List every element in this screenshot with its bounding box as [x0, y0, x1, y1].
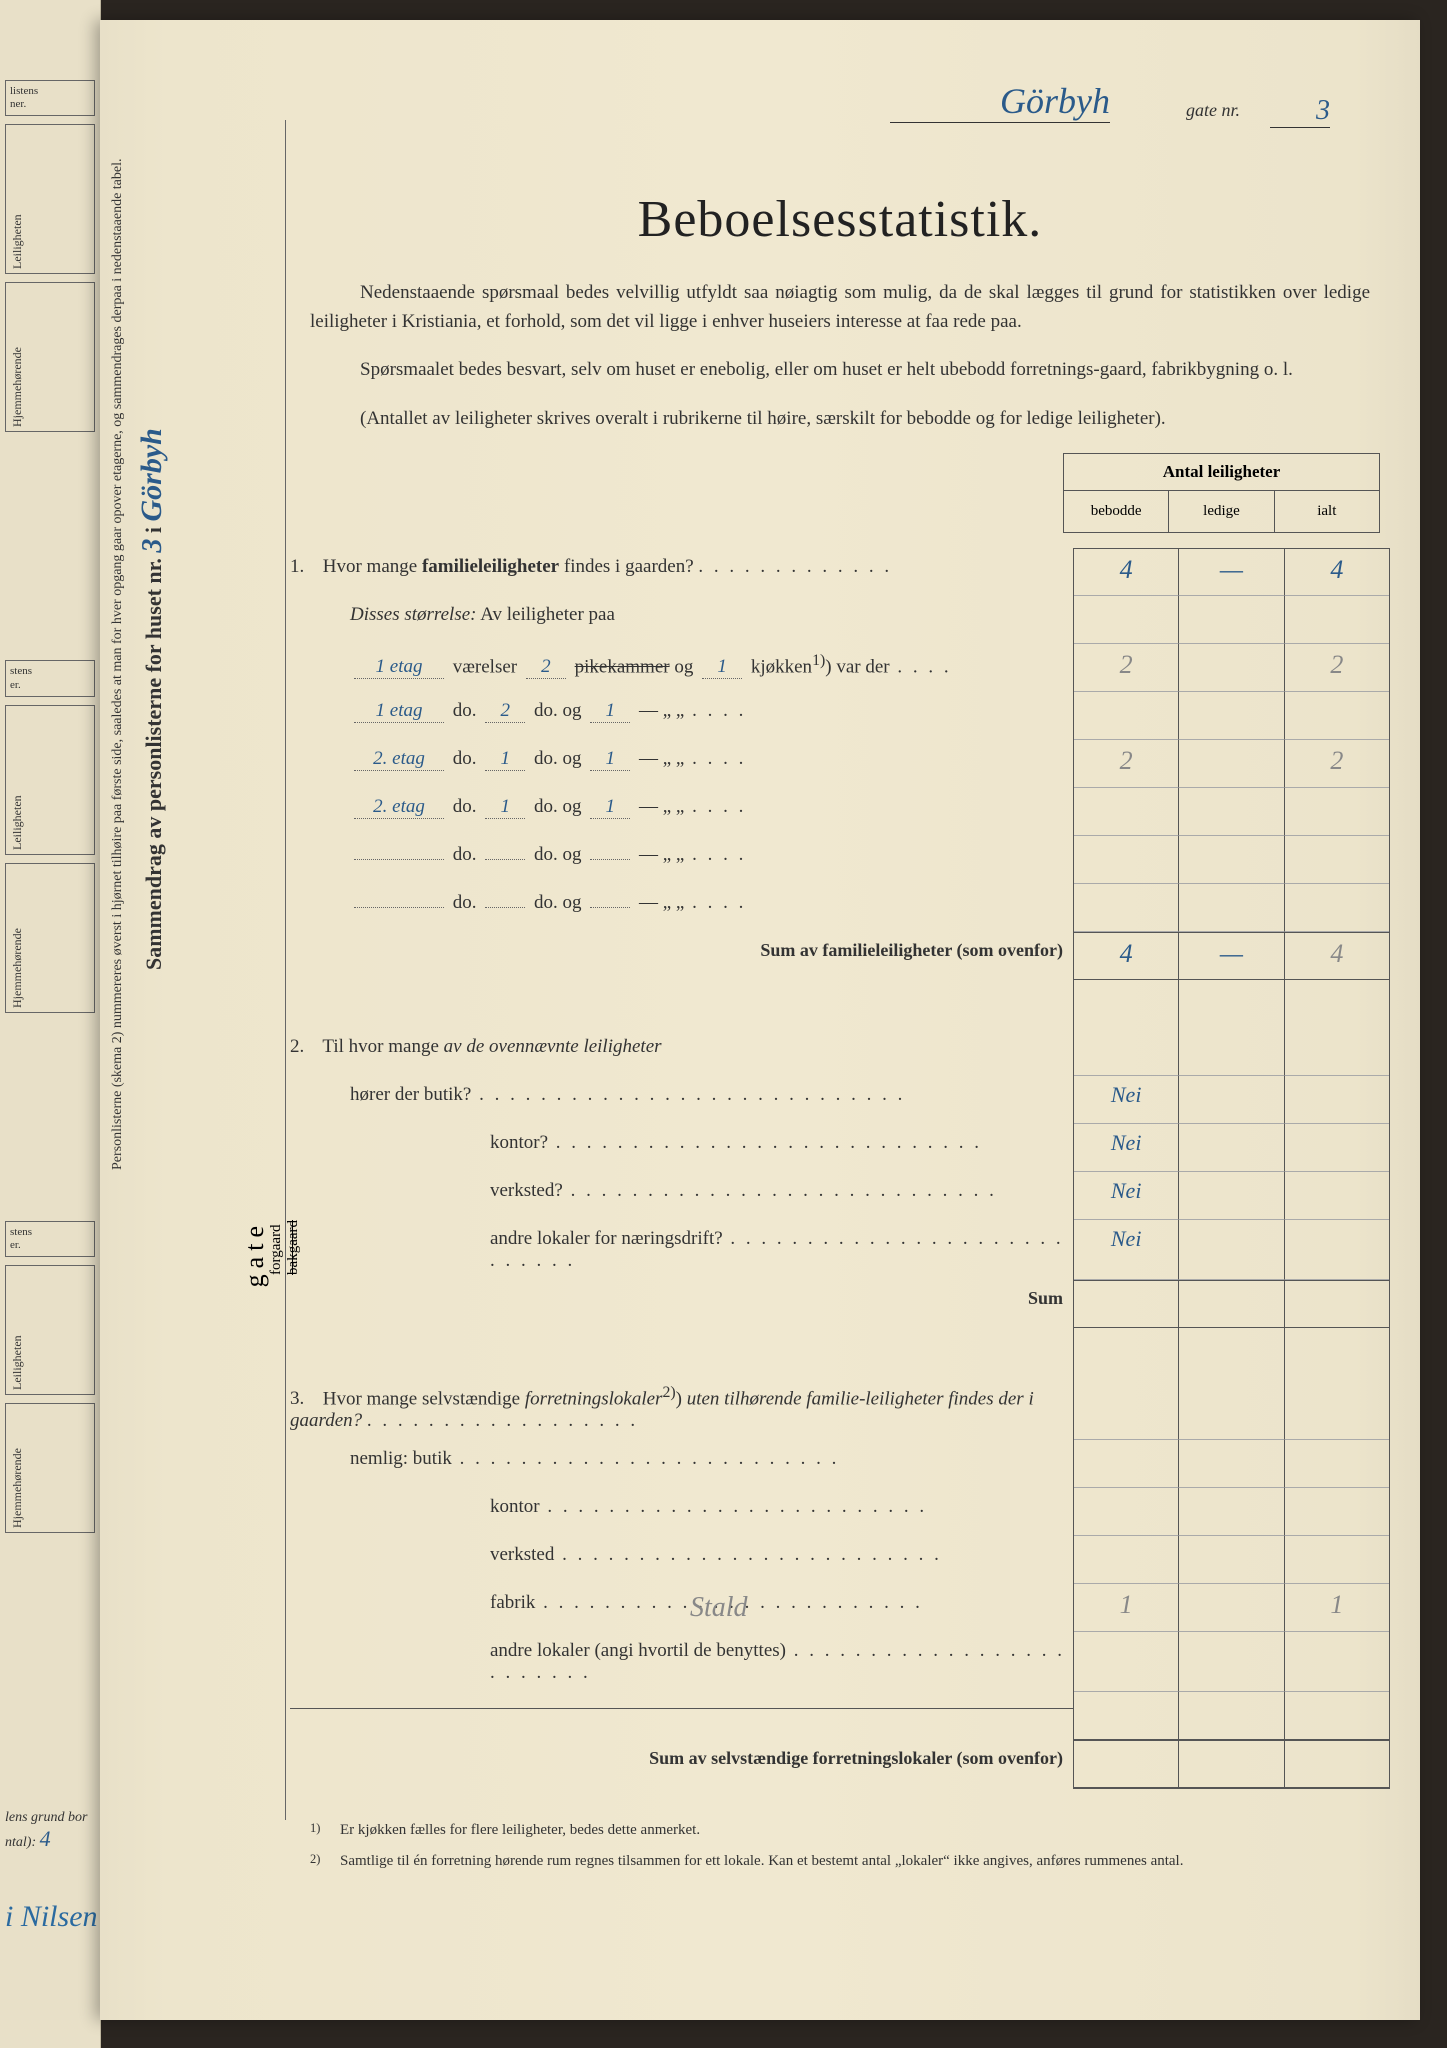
column-header: Antal leiligheter bebodde ledige ialt	[1063, 453, 1380, 533]
tab-9: Hjemmehørende	[5, 1403, 95, 1533]
vertical-instruction: Personlisterne (skema 2) nummereres øver…	[110, 70, 130, 1170]
left-page-edge: listens ner. Leiligheten Hjemmehørende s…	[0, 0, 101, 2048]
q2-sum: Sum	[290, 1280, 1390, 1328]
q1-sum-b: 4	[1074, 932, 1179, 980]
q1-ialt: 4	[1285, 548, 1389, 596]
tab-2: Leiligheten	[5, 124, 95, 274]
vertical-title: Sammendrag av personlisterne for huset n…	[135, 70, 169, 970]
tab-6: Hjemmehørende	[5, 863, 95, 1013]
tab-3: Hjemmehørende	[5, 282, 95, 432]
bottom-left-note: lens grund bor ntal): 4	[5, 1810, 95, 1852]
q1-detail-row: do. do. og — „ „ . . . .	[290, 836, 1390, 884]
col-bebodde: bebodde	[1064, 491, 1169, 532]
intro-p1: Nedenstaaende spørsmaal bedes velvillig …	[310, 279, 1370, 336]
signature: i Nilsen	[5, 1900, 98, 1934]
intro-p3: (Antallet av leiligheter skrives overalt…	[310, 405, 1370, 434]
tab-7: stens er.	[5, 1221, 95, 1257]
q1-detail-row: do. do. og — „ „ . . . .	[290, 884, 1390, 932]
tab-5: Leiligheten	[5, 705, 95, 855]
q1-detail-row: 2. etag do. 1 do. og 1 — „ „ . . . .	[290, 788, 1390, 836]
main-content: Görbyh gate nr. 3 Beboelsesstatistik. Ne…	[290, 80, 1390, 1906]
left-margin-tabs: listens ner. Leiligheten Hjemmehørende s…	[5, 80, 95, 1541]
q1-sub: Disses størrelse: Av leiligheter paa	[290, 596, 1390, 644]
q3-detail-row: fabrikStald . . . . . . . . . . . . . . …	[290, 1584, 1390, 1632]
col-head-title: Antal leiligheter	[1064, 454, 1379, 491]
tab-4: stens er.	[5, 660, 95, 696]
q1-sum-l: —	[1179, 932, 1284, 980]
q1-ledige: —	[1179, 548, 1284, 596]
document-page: Sammendrag av personlisterne for huset n…	[100, 20, 1420, 2020]
vertical-rule	[285, 120, 286, 1820]
street-name-hw: Görbyh	[890, 80, 1110, 123]
q1-detail-row: 1 etag do. 2 do. og 1 — „ „ . . . .	[290, 692, 1390, 740]
q1-detail-row: 2. etag do. 1 do. og 1 — „ „ . . . .22	[290, 740, 1390, 788]
q2-detail-row: verksted? . . . . . . . . . . . . . . . …	[290, 1172, 1390, 1220]
q2-row: 2. Til hvor mange av de ovennævnte leili…	[290, 1028, 1390, 1076]
q2-detail-row: kontor? . . . . . . . . . . . . . . . . …	[290, 1124, 1390, 1172]
q3-row: 3. Hvor mange selvstændige forretningslo…	[290, 1376, 1390, 1440]
footnotes: 1)Er kjøkken fælles for flere leilighete…	[310, 1819, 1370, 1876]
q1-row: 1. Hvor mange familieleiligheter findes …	[290, 548, 1390, 596]
header-line: Görbyh gate nr. 3	[290, 80, 1390, 130]
q2-detail-row: andre lokaler for næringsdrift? . . . . …	[290, 1220, 1390, 1280]
tab-8: Leiligheten	[5, 1265, 95, 1395]
q1-sum-i: 4	[1285, 932, 1389, 980]
q3-detail-row: andre lokaler (angi hvortil de benyttes)…	[290, 1632, 1390, 1692]
intro-p2: Spørsmaalet bedes besvart, selv om huset…	[310, 356, 1370, 385]
gate-label: gate nr.	[1186, 100, 1240, 121]
q2-detail-row: hører der butik? . . . . . . . . . . . .…	[290, 1076, 1390, 1124]
gate-vertical: gate	[240, 1220, 270, 1287]
tab-1: listens ner.	[5, 80, 95, 116]
table-area: Antal leiligheter bebodde ledige ialt 1.…	[290, 453, 1390, 1789]
col-ialt: ialt	[1275, 491, 1379, 532]
q3-detail-row: kontor . . . . . . . . . . . . . . . . .…	[290, 1488, 1390, 1536]
page-title: Beboelsesstatistik.	[290, 190, 1390, 249]
q3-sum: Sum av selvstændige forretningslokaler (…	[290, 1740, 1390, 1789]
q3-detail-row: nemlig: butik . . . . . . . . . . . . . …	[290, 1440, 1390, 1488]
q1-sum: Sum av familieleiligheter (som ovenfor) …	[290, 932, 1390, 980]
col-ledige: ledige	[1169, 491, 1274, 532]
q3-detail-row: verksted . . . . . . . . . . . . . . . .…	[290, 1536, 1390, 1584]
q1-detail-row: 1 etag værelser 2 pikekammer og 1 kjøkke…	[290, 644, 1390, 692]
q1-bebodde: 4	[1074, 548, 1179, 596]
gate-nr-hw: 3	[1270, 95, 1330, 128]
